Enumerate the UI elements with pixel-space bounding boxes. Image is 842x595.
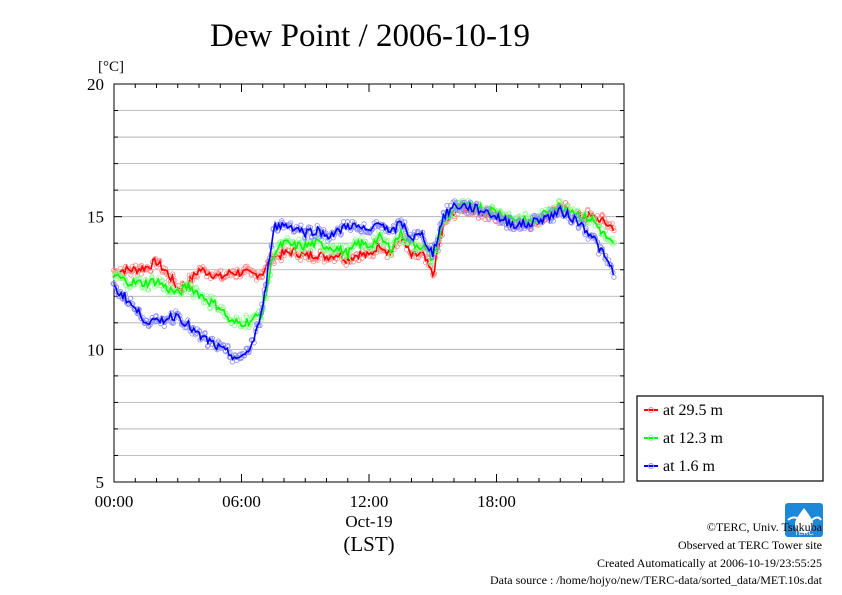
credit-copyright: ©TERC, Univ. Tsukuba [707, 520, 823, 534]
data-point [129, 273, 133, 277]
x-tick-label: 06:00 [222, 492, 261, 511]
legend-label: at 12.3 m [663, 430, 724, 447]
series-layer [111, 198, 616, 364]
x-axis-label: (LST) [343, 532, 394, 556]
data-point [128, 296, 132, 300]
y-tick-label: 20 [87, 75, 104, 94]
x-tick-label: 18:00 [477, 492, 516, 511]
credit-source: Data source : /home/hojyo/new/TERC-data/… [490, 573, 823, 587]
data-point [298, 258, 302, 262]
credit-created: Created Automatically at 2006-10-19/23:5… [597, 556, 822, 570]
y-tick-label: 10 [87, 340, 104, 359]
chart-title: Dew Point / 2006-10-19 [210, 18, 530, 54]
legend-label: at 29.5 m [663, 402, 724, 419]
data-point [612, 275, 616, 279]
y-tick-labels: 5 10 15 20 [87, 75, 104, 492]
x-tick-labels: 00:00 06:00 12:00 18:00 [95, 492, 516, 511]
x-tick-label: 00:00 [95, 492, 134, 511]
legend-label: at 1.6 m [663, 458, 716, 475]
y-tick-label: 15 [87, 208, 104, 227]
x-tick-label: 12:00 [350, 492, 389, 511]
credit-site: Observed at TERC Tower site [678, 538, 822, 552]
date-label: Oct-19 [345, 512, 392, 531]
y-axis-unit: [°C] [98, 59, 124, 75]
y-tick-label: 5 [96, 473, 105, 492]
